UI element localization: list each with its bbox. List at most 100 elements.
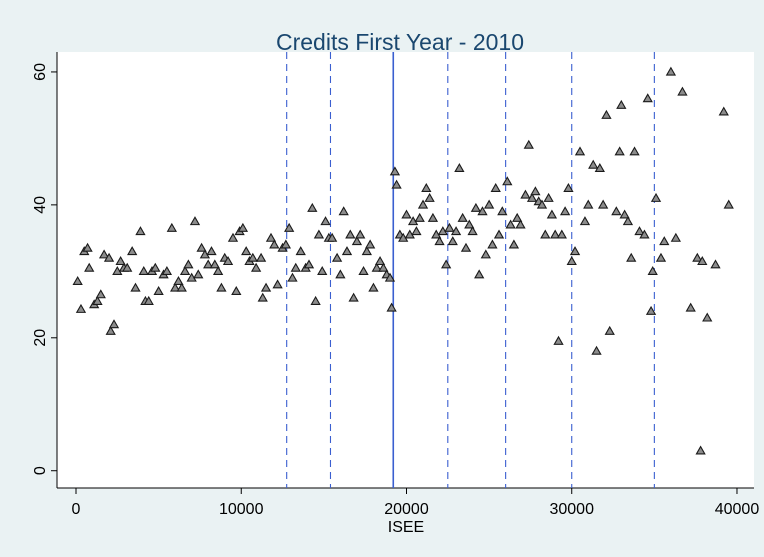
point	[295, 246, 306, 256]
point	[345, 229, 356, 239]
point	[692, 252, 703, 262]
point	[556, 229, 567, 239]
point	[702, 312, 713, 322]
point	[105, 325, 116, 335]
point	[92, 295, 103, 305]
point	[341, 246, 353, 256]
point	[645, 305, 657, 315]
point	[84, 262, 95, 272]
point	[490, 182, 501, 192]
point	[389, 166, 401, 176]
point	[138, 266, 149, 276]
point	[434, 236, 445, 246]
point	[515, 219, 526, 229]
point	[216, 282, 227, 292]
point	[153, 285, 164, 295]
point	[206, 246, 217, 256]
point	[378, 262, 389, 272]
point	[203, 259, 214, 269]
point	[566, 256, 577, 266]
point	[374, 256, 386, 266]
point	[391, 179, 402, 189]
point	[659, 236, 670, 246]
point	[655, 252, 667, 262]
point	[287, 272, 298, 282]
point	[697, 256, 708, 266]
point	[543, 192, 554, 202]
point	[127, 246, 138, 256]
point	[135, 226, 146, 236]
point	[290, 262, 301, 272]
point	[170, 282, 181, 292]
point	[95, 289, 106, 299]
point	[348, 292, 359, 302]
point	[579, 216, 591, 226]
point	[604, 325, 615, 335]
point	[470, 202, 482, 212]
x-tick-label: 10000	[219, 501, 264, 518]
point	[384, 272, 396, 282]
point	[193, 269, 204, 279]
point	[574, 146, 586, 156]
point	[616, 99, 627, 109]
point	[75, 303, 87, 313]
point	[614, 146, 625, 156]
point	[364, 239, 376, 249]
point	[227, 232, 239, 242]
point	[441, 259, 452, 269]
point	[386, 302, 397, 312]
point	[530, 186, 541, 196]
point	[72, 275, 83, 285]
point	[284, 222, 295, 232]
point	[639, 229, 650, 239]
point	[611, 206, 622, 216]
point	[335, 269, 346, 279]
point	[331, 252, 343, 262]
point	[540, 229, 551, 239]
point	[272, 279, 283, 289]
point	[493, 229, 505, 239]
point	[487, 239, 498, 249]
point	[536, 199, 548, 209]
point	[320, 216, 331, 226]
point	[303, 259, 315, 269]
point	[179, 266, 191, 276]
point	[115, 256, 126, 266]
point	[685, 302, 696, 312]
point	[597, 199, 609, 209]
point	[108, 319, 120, 329]
point	[670, 232, 681, 242]
point	[677, 86, 688, 96]
point	[313, 229, 325, 239]
point	[546, 209, 558, 219]
point	[130, 282, 141, 292]
point	[209, 259, 220, 269]
point	[317, 266, 328, 276]
point	[594, 163, 605, 173]
point	[173, 275, 184, 285]
point	[371, 262, 382, 272]
point	[82, 242, 93, 252]
point	[241, 246, 252, 256]
point	[269, 239, 280, 249]
x-tick-label: 20000	[384, 501, 429, 518]
point	[723, 199, 734, 209]
point	[189, 216, 201, 226]
point	[591, 345, 602, 355]
point	[477, 206, 488, 216]
point	[247, 252, 258, 262]
y-tick-label: 0	[32, 466, 49, 475]
point	[161, 266, 173, 276]
point	[447, 236, 458, 246]
point	[559, 206, 571, 216]
point	[553, 335, 564, 345]
point	[523, 139, 534, 149]
plot-area	[57, 52, 754, 488]
point	[143, 295, 154, 305]
y-tick-label: 40	[32, 196, 49, 214]
point	[98, 249, 110, 259]
point	[634, 226, 645, 236]
point	[368, 282, 379, 292]
point	[619, 209, 630, 219]
point	[250, 262, 262, 272]
